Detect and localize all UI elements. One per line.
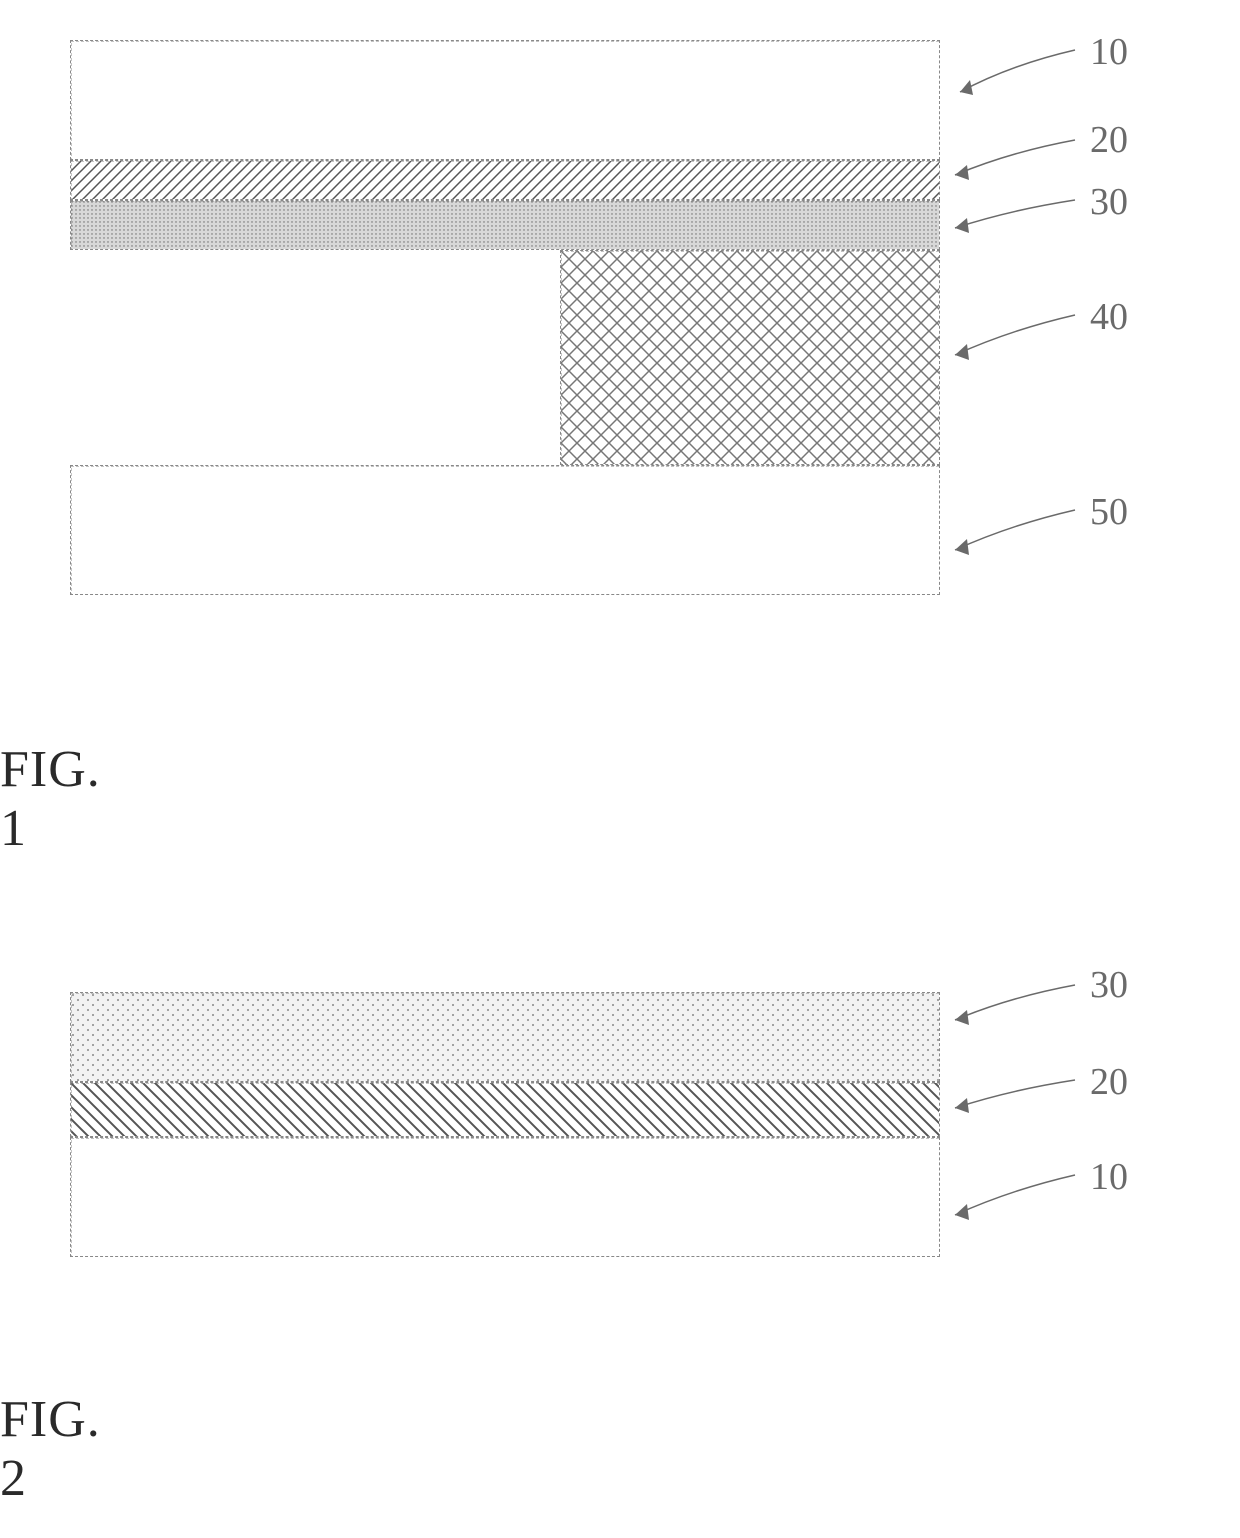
fig1-arrow-30 (940, 200, 1080, 245)
fig1-arrow-10 (940, 50, 1080, 110)
fig2-layer-30 (70, 992, 940, 1082)
fig1-layer-30 (70, 200, 940, 250)
fig1-label-10: 10 (1090, 30, 1128, 74)
fig2-arrow-10 (940, 1175, 1080, 1230)
fig1-label-40: 40 (1090, 295, 1128, 339)
fig1-arrow-40 (940, 315, 1080, 370)
fig1-layer-50 (70, 465, 940, 595)
fig2-layer-10 (70, 1137, 940, 1257)
fig1-arrow-20 (940, 140, 1080, 190)
fig2-label-10: 10 (1090, 1155, 1128, 1199)
fig1-layer-40 (560, 250, 940, 465)
fig1-label-50: 50 (1090, 490, 1128, 534)
fig2-arrow-30 (940, 985, 1080, 1035)
fig1-layer-10 (70, 40, 940, 160)
fig2-label-30: 30 (1090, 963, 1128, 1007)
fig2-layer-20 (70, 1082, 940, 1137)
fig1-arrow-50 (940, 510, 1080, 565)
fig2-label-20: 20 (1090, 1060, 1128, 1104)
fig1-label-20: 20 (1090, 118, 1128, 162)
fig1-label-30: 30 (1090, 180, 1128, 224)
fig1-layer-20 (70, 160, 940, 200)
fig2-arrow-20 (940, 1080, 1080, 1125)
